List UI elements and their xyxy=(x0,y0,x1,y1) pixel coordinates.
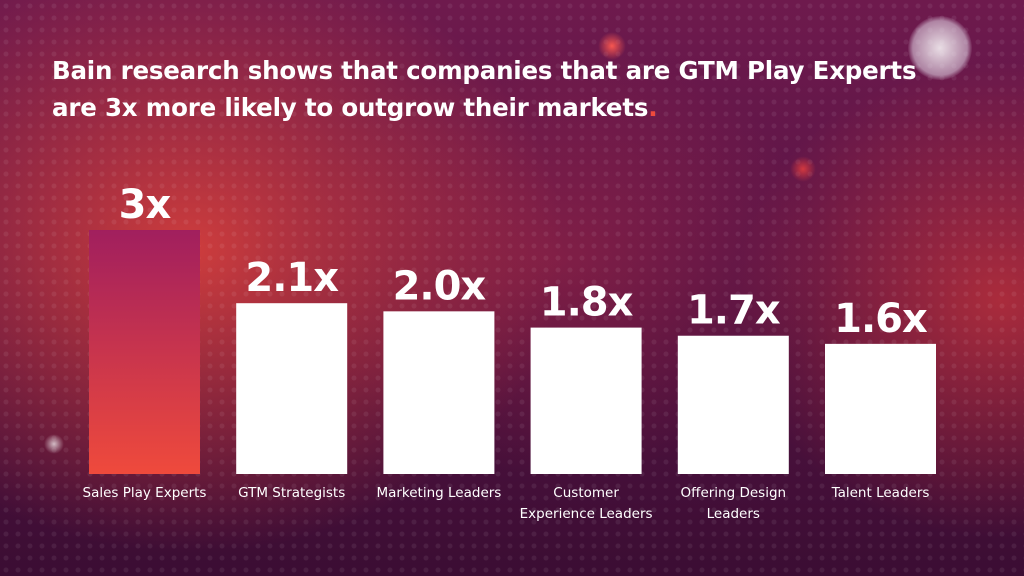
category-label-5-line-1: Offering Design xyxy=(681,485,787,501)
category-label-1: Sales Play Experts xyxy=(83,485,207,501)
category-label-6: Talent Leaders xyxy=(831,485,930,501)
headline-end-mark: . xyxy=(648,93,658,122)
category-label-4-line-1: Customer xyxy=(553,485,619,501)
value-label-6: 1.6x xyxy=(834,296,928,342)
category-label-3-line-1: Marketing Leaders xyxy=(376,485,501,501)
value-label-3: 2.0x xyxy=(393,263,487,309)
category-label-4-line-2: Experience Leaders xyxy=(520,506,653,522)
category-label-2-line-1: GTM Strategists xyxy=(238,485,345,501)
category-label-2: GTM Strategists xyxy=(238,485,345,501)
category-label-5-line-2: Leaders xyxy=(707,506,760,522)
bar-5 xyxy=(677,335,789,474)
bar-6 xyxy=(825,343,936,474)
category-label-3: Marketing Leaders xyxy=(376,485,501,501)
headline-text: Bain research shows that companies that … xyxy=(52,56,917,122)
category-label-1-line-1: Sales Play Experts xyxy=(83,485,207,501)
value-label-2: 2.1x xyxy=(245,255,339,301)
category-label-6-line-1: Talent Leaders xyxy=(831,485,930,501)
headline: Bain research shows that companies that … xyxy=(52,52,932,126)
value-label-4: 1.8x xyxy=(540,280,634,326)
value-label-5: 1.7x xyxy=(687,288,781,334)
bar-1 xyxy=(89,230,200,474)
bar-2 xyxy=(236,303,348,474)
value-label-1: 3x xyxy=(119,182,172,228)
bar-4 xyxy=(530,327,642,474)
bar-3 xyxy=(383,311,495,474)
category-label-4: Customer Experience Leaders xyxy=(520,485,653,522)
category-label-5: Offering Design Leaders xyxy=(681,485,787,522)
